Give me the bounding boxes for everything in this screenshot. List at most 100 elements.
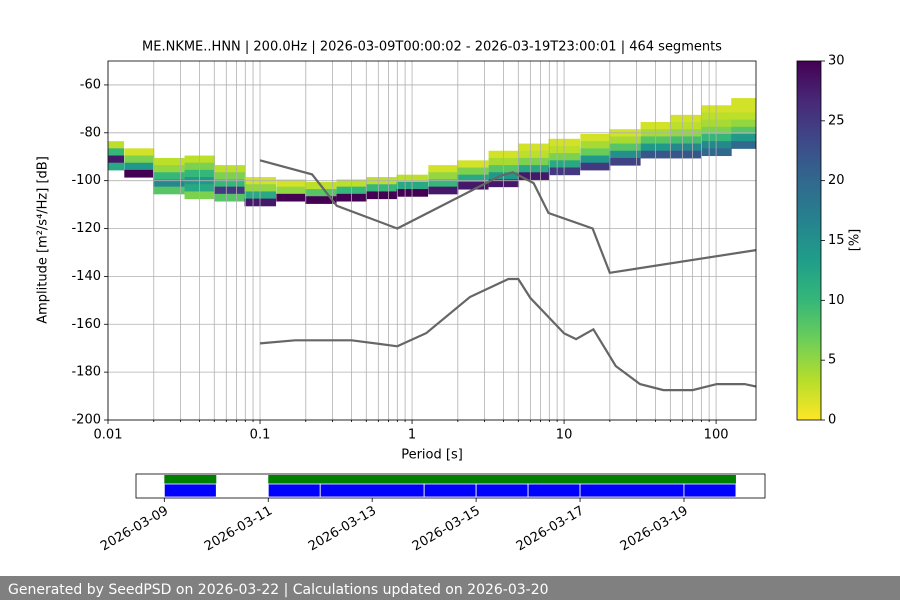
density-cell [731,105,756,113]
x-tick-label: 100 [704,428,729,443]
y-tick-label: -120 [71,221,101,236]
coverage-bar [268,475,736,484]
density-cell [428,179,459,188]
density-cell [366,191,398,200]
density-cell [670,143,702,152]
density-cell [580,148,611,157]
density-cell [731,98,756,106]
density-cell [214,193,246,202]
density-layer [108,98,756,207]
x-tick-label: 2026-03-15 [410,504,483,555]
density-cell [580,133,611,142]
density-cell [609,150,641,159]
x-tick-label: 0.01 [94,428,123,443]
density-cell [428,165,459,173]
density-cell [670,136,702,145]
density-cell [276,179,307,188]
colorbar-tick-label: 0 [828,413,836,428]
x-tick-label: 2026-03-13 [306,504,379,555]
coverage-bar [163,483,217,498]
coverage-bar [267,483,321,498]
colorbar-tick-label: 15 [828,233,845,248]
coverage-bar [319,483,425,498]
density-cell [670,150,702,159]
density-cell [580,141,611,149]
density-cell [305,189,337,197]
y-tick-label: -180 [71,365,101,380]
density-cell [518,165,550,173]
density-cell [276,186,307,195]
x-tick-label: 2026-03-09 [98,504,171,555]
density-cell [609,157,641,166]
density-cell [152,186,185,195]
density-cell [731,112,756,121]
coverage-bar [423,483,477,498]
x-tick-label: 2026-03-11 [202,504,275,555]
density-cell [152,179,185,188]
coverage-bar [475,483,529,498]
colorbar-label: [%] [848,229,863,252]
colorbar-tick-label: 30 [828,54,845,69]
density-cell [124,155,155,164]
y-tick-label: -200 [71,413,101,428]
density-cell [108,141,125,149]
footer-bar [0,576,900,600]
y-tick-label: -140 [71,269,101,284]
density-cell [580,155,611,164]
density-cell [108,162,125,171]
density-cell [518,150,550,159]
colorbar-tick-label: 5 [828,353,836,368]
density-cell [457,174,489,183]
noise-model-line [259,159,756,275]
colorbar-tick-label: 25 [828,113,845,128]
noise-model-line [259,277,756,392]
density-cell [108,155,125,164]
colorbar-tick-label: 10 [828,293,845,308]
density-cell [731,126,756,135]
density-cell [457,167,489,176]
noise-models [259,159,756,392]
timeline-frame [135,473,766,499]
density-cell [305,196,337,204]
chart-title: ME.NKME..HNN | 200.0Hz | 2026-03-09T00:0… [142,40,722,55]
x-tick-label: 10 [556,428,573,443]
x-tick-label: 2026-03-19 [618,504,691,555]
y-tick-label: -160 [71,317,101,332]
density-cell [152,172,185,180]
density-cell [366,184,398,192]
colorbar-tick-label: 20 [828,173,845,188]
density-cell [731,141,756,149]
density-cell [152,157,185,166]
colorbar [796,60,822,421]
coverage-bar [683,483,737,498]
density-cell [428,186,459,195]
density-cell [152,165,185,173]
density-cell [428,172,459,180]
x-tick-label: 0.1 [250,428,271,443]
density-cell [731,119,756,128]
density-cell [214,186,246,195]
coverage-bar [527,483,581,498]
y-axis-label: Amplitude [m²/s⁴/Hz] [dB] [36,156,51,324]
density-cell [518,172,550,180]
x-axis-label: Period [s] [401,448,463,463]
density-cell [214,165,246,173]
density-cell [670,114,702,123]
y-tick-label: -100 [71,173,101,188]
density-cell [457,160,489,169]
coverage-bar [579,483,685,498]
density-cell [580,162,611,171]
grid-layer [107,61,756,421]
density-cell [124,162,155,171]
x-tick-label: 1 [408,428,416,443]
y-tick-label: -80 [80,125,101,140]
density-cell [108,148,125,157]
y-tick-label: -60 [80,77,101,92]
footer-text: Generated by SeedPSD on 2026-03-22 | Cal… [8,582,549,598]
density-cell [731,133,756,142]
density-cell [609,143,641,152]
density-cell [518,143,550,152]
density-cell [609,136,641,145]
density-cell [124,148,155,157]
